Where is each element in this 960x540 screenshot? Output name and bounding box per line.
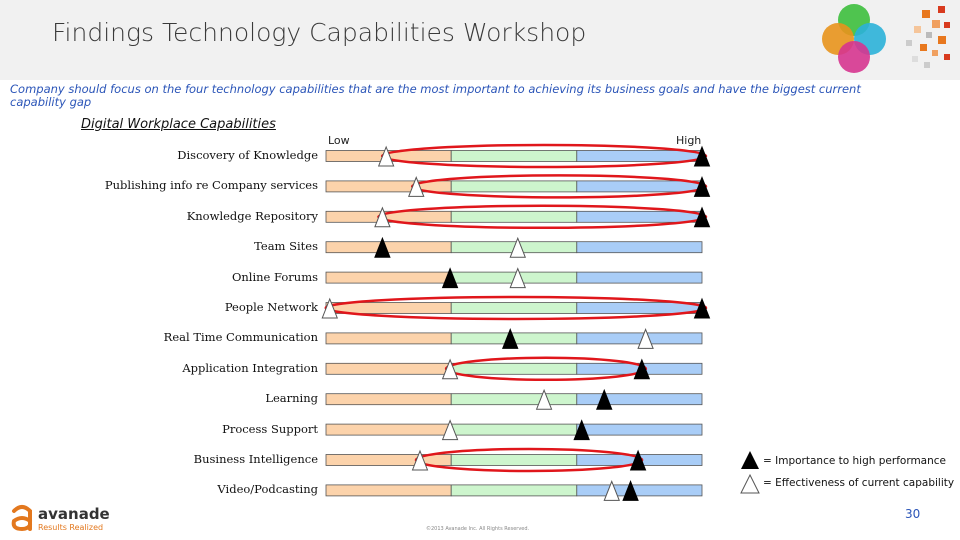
avanade-logo-icon: [11, 505, 32, 532]
capability-bar-segment: [325, 393, 452, 406]
effectiveness-marker: [637, 328, 654, 349]
importance-marker: [622, 480, 639, 501]
importance-marker: [693, 206, 711, 228]
scale-label-high: High: [676, 134, 702, 147]
capability-bar-segment: [450, 180, 578, 193]
effectiveness-marker: [408, 176, 425, 197]
capability-bar-segment: [450, 393, 578, 406]
capability-row-label: Team Sites: [254, 239, 318, 254]
capability-bar-segment: [576, 423, 703, 436]
capability-row-label: Real Time Communication: [163, 330, 318, 345]
capability-row-label: Publishing info re Company services: [104, 178, 318, 193]
capability-bar-segment: [576, 210, 703, 223]
importance-marker: [633, 358, 651, 380]
importance-marker: [693, 176, 711, 197]
effectiveness-legend-label: = Effectiveness of current capability: [763, 477, 955, 489]
importance-marker: [596, 388, 613, 410]
importance-marker: [374, 236, 391, 258]
capability-bar-segment: [325, 454, 452, 466]
capability-bar-segment: [576, 271, 703, 284]
capability-bar-segment: [325, 180, 452, 193]
capability-row-label: Discovery of Knowledge: [177, 148, 318, 162]
subtitle: Company should focus on the four technol…: [10, 82, 861, 109]
capability-bar-segment: [325, 332, 452, 345]
capability-bar-segment: [325, 271, 452, 284]
importance-legend-icon: [741, 451, 759, 469]
section-heading: Digital Workplace Capabilities: [81, 117, 276, 132]
capability-row-label: Online Forums: [231, 269, 318, 284]
capability-row-label: Process Support: [222, 421, 318, 436]
effectiveness-marker: [509, 236, 526, 258]
avanade-tagline: Results Realized: [38, 523, 104, 532]
effectiveness-marker: [603, 480, 620, 501]
capability-row-label: Knowledge Repository: [186, 208, 318, 223]
effectiveness-marker: [411, 449, 429, 471]
capability-bar-segment: [450, 150, 578, 162]
capability-row-label: People Network: [224, 300, 318, 314]
venn-circle-organizational: [838, 41, 870, 73]
capability-bar-segment: [576, 393, 703, 406]
capability-bar-segment: [325, 423, 452, 436]
capability-bar-segment: [450, 362, 578, 375]
importance-marker: [573, 419, 590, 441]
capability-bar-segment: [450, 454, 578, 466]
page-number: 30: [905, 507, 921, 521]
effectiveness-marker: [441, 358, 459, 380]
capability-bar-segment: [450, 484, 578, 497]
venn-diagram-logo: [822, 4, 886, 73]
capability-bar-segment: [576, 150, 703, 162]
capability-bar-segment: [576, 332, 703, 345]
capability-bar-segment: [576, 302, 703, 314]
importance-legend-label: = Importance to high performance: [763, 455, 946, 467]
decorative-mosaic: [906, 6, 950, 68]
capability-bar-segment: [576, 241, 703, 254]
capability-row-label: Learning: [265, 391, 318, 406]
capability-bar-segment: [576, 484, 703, 497]
scale-label-low: Low: [328, 134, 350, 147]
effectiveness-marker: [509, 267, 526, 289]
importance-marker: [693, 145, 711, 167]
effectiveness-marker: [441, 419, 459, 441]
capability-bar-segment: [325, 241, 452, 254]
importance-marker: [629, 449, 647, 471]
capability-bar-segment: [325, 484, 452, 497]
effectiveness-marker: [535, 388, 553, 410]
importance-marker: [502, 328, 519, 349]
effectiveness-marker: [377, 145, 395, 167]
capability-row-label: Video/Podcasting: [217, 482, 318, 497]
avanade-logo-wordmark: avanade: [38, 505, 110, 523]
importance-marker: [693, 297, 711, 319]
capability-bar-segment: [325, 362, 452, 375]
effectiveness-legend-icon: [740, 474, 760, 494]
header-band: [0, 0, 960, 80]
capability-row-label: Application Integration: [182, 360, 318, 375]
effectiveness-marker: [374, 206, 391, 228]
page-title: Findings Technology Capabilities Worksho…: [52, 18, 587, 47]
capability-row-label: Business Intelligence: [193, 452, 318, 466]
capability-bar-segment: [450, 423, 578, 436]
capability-bar-segment: [576, 180, 703, 193]
capability-bar-segment: [450, 302, 578, 314]
capability-bar-segment: [450, 210, 578, 223]
importance-marker: [441, 267, 459, 289]
effectiveness-marker: [321, 297, 338, 319]
copyright: ©2013 Avanade Inc. All Rights Reserved.: [426, 526, 530, 532]
